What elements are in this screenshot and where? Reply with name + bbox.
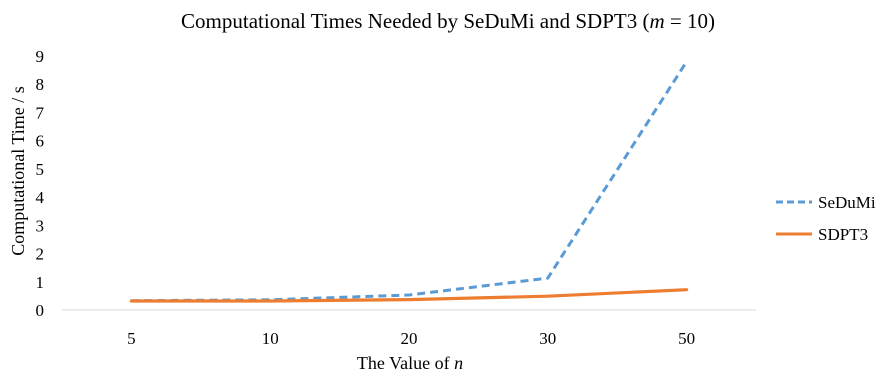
- y-tick-label: 9: [36, 47, 45, 66]
- y-tick-labels: 0 1 2 3 4 5 6 7 8 9: [36, 47, 45, 320]
- x-tick-label: 5: [127, 329, 136, 348]
- legend-label-sedumi: SeDuMi: [818, 193, 876, 212]
- y-axis-label: Computational Time / s: [8, 86, 28, 256]
- series-line-sdpt3: [129, 288, 689, 303]
- y-tick-label: 6: [36, 132, 45, 151]
- legend-label-sdpt3: SDPT3: [818, 225, 868, 244]
- x-tick-label: 10: [262, 329, 279, 348]
- x-tick-label: 30: [539, 329, 556, 348]
- legend: SeDuMi SDPT3: [776, 193, 876, 244]
- y-tick-label: 0: [36, 301, 45, 320]
- x-axis-variable: n: [454, 353, 463, 373]
- y-tick-label: 7: [36, 103, 45, 122]
- y-tick-label: 4: [36, 188, 45, 207]
- y-tick-label: 3: [36, 216, 45, 235]
- title-variable: m: [649, 9, 664, 33]
- chart-title: Computational Times Needed by SeDuMi and…: [181, 9, 715, 33]
- y-tick-label: 5: [36, 160, 45, 179]
- y-tick-label: 8: [36, 75, 45, 94]
- y-tick-label: 1: [36, 273, 45, 292]
- x-axis-label: The Value of n: [357, 353, 463, 373]
- x-tick-label: 50: [678, 329, 695, 348]
- series-lines: [129, 60, 689, 303]
- x-tick-label: 20: [401, 329, 418, 348]
- y-tick-label: 2: [36, 245, 45, 264]
- series-line-sedumi: [131, 60, 688, 303]
- x-tick-labels: 5 10 20 30 50: [127, 329, 695, 348]
